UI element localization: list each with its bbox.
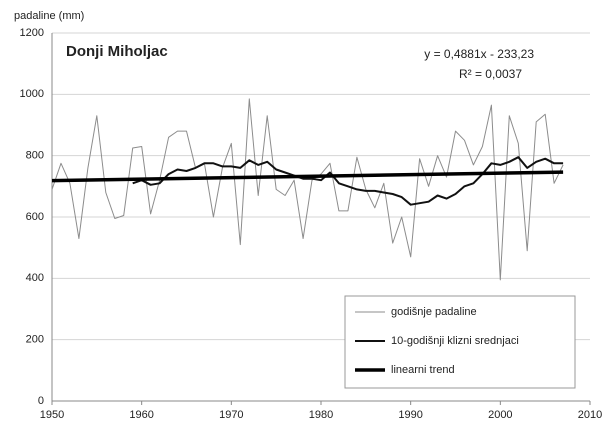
x-tick-label: 1970: [219, 409, 243, 421]
x-tick-label: 1950: [40, 409, 64, 421]
y-tick-label: 600: [26, 211, 44, 223]
series-line: [132, 156, 564, 206]
y-axis-label: padaline (mm): [14, 10, 84, 22]
x-tick-label: 2000: [488, 409, 512, 421]
equation: y = 0,4881x - 233,23: [424, 47, 534, 61]
x-tick-label: 1960: [129, 409, 153, 421]
y-tick-label: 0: [38, 395, 44, 407]
x-tick-label: 1990: [398, 409, 422, 421]
legend-label: godišnje padaline: [391, 306, 477, 318]
y-tick-label: 1200: [20, 27, 44, 39]
y-tick-label: 1000: [20, 88, 44, 100]
legend-label: 10-godišnji klizni srednjaci: [391, 335, 519, 347]
r-squared: R² = 0,0037: [459, 67, 522, 81]
y-tick-label: 800: [26, 150, 44, 162]
y-tick-label: 400: [26, 272, 44, 284]
x-tick-label: 1980: [309, 409, 333, 421]
y-tick-label: 200: [26, 334, 44, 346]
series-line: [51, 98, 564, 281]
legend-label: linearni trend: [391, 364, 455, 376]
x-tick-label: 2010: [578, 409, 602, 421]
chart-title: Donji Miholjac: [66, 43, 168, 60]
series-line: [51, 170, 564, 183]
